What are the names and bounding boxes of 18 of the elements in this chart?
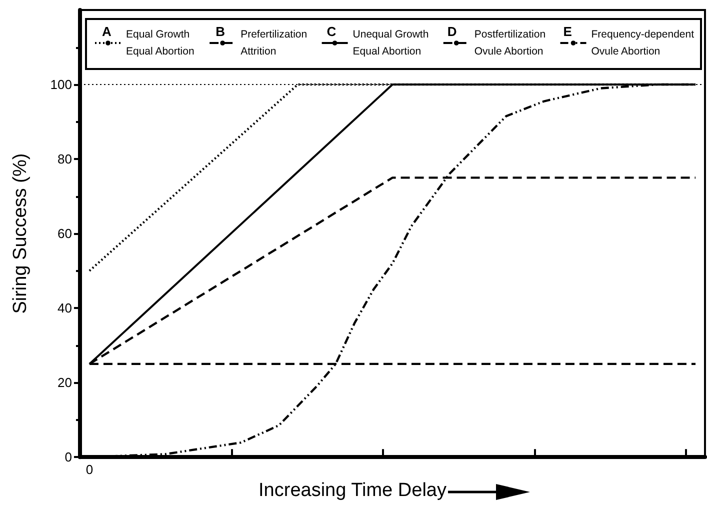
legend-label: Postfertilization Ovule Abortion — [474, 28, 546, 58]
x-axis-title: Increasing Time Delay — [258, 480, 447, 501]
legend-label: Prefertilization Attrition — [240, 28, 308, 58]
y-axis-title: Siring Success (%) — [10, 153, 31, 314]
annotation: C — [326, 24, 337, 39]
y-tick-label: 80 — [58, 152, 72, 167]
legend-label: Unequal Growth Equal Abortion — [352, 28, 429, 58]
y-tick-label: 40 — [58, 300, 72, 316]
annotation: E — [563, 24, 572, 39]
annotation: B — [216, 24, 225, 39]
legend-label: Equal Growth Equal Abortion — [126, 28, 194, 58]
y-tick-label: 60 — [58, 226, 72, 242]
annotation: D — [447, 24, 457, 39]
y-tick-label: 100 — [50, 77, 72, 92]
y-tick-label: 20 — [58, 375, 72, 390]
y-tick-label: 0 — [64, 450, 72, 465]
annotation: A — [102, 24, 112, 39]
legend-label: Frequency-dependent Ovule Abortion — [591, 28, 694, 58]
